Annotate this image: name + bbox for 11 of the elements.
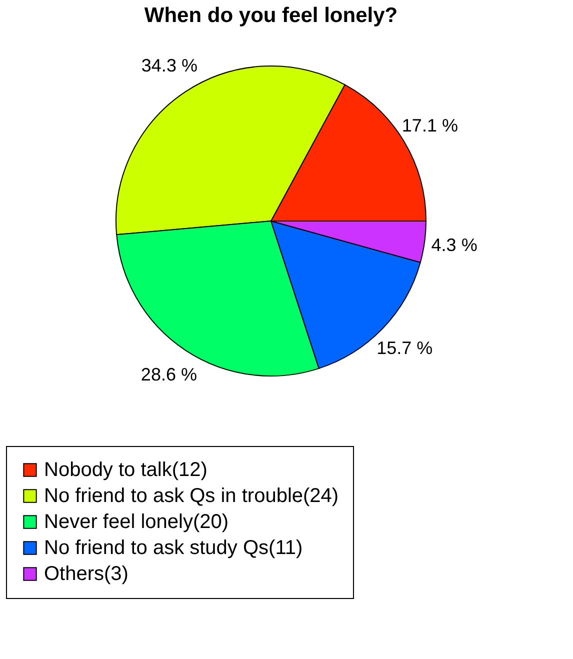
data-label: 17.1 % xyxy=(402,115,458,136)
chart-title: When do you feel lonely? xyxy=(144,4,398,27)
data-label: 28.6 % xyxy=(140,364,197,384)
legend-label: No friend to ask study Qs(11) xyxy=(44,537,303,559)
data-label: 34.3 % xyxy=(141,55,198,76)
data-label: 15.7 % xyxy=(376,338,433,358)
data-label: 4.3 % xyxy=(431,234,478,255)
legend-label: Others(3) xyxy=(44,563,128,585)
legend-label: Never feel lonely(20) xyxy=(44,511,229,533)
legend-label: Nobody to talk(12) xyxy=(44,459,208,481)
legend-label: No friend to ask Qs in trouble(24) xyxy=(44,485,339,507)
